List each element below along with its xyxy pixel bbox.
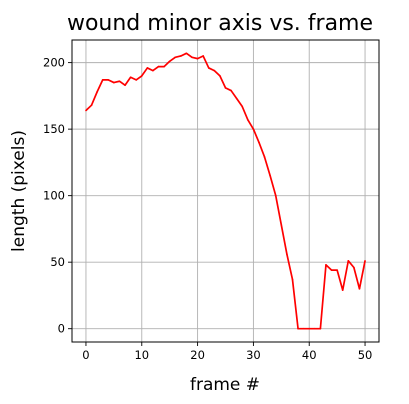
x-tick-label: 10 — [134, 348, 149, 362]
data-point — [96, 91, 98, 93]
data-point — [180, 55, 182, 57]
data-point — [124, 84, 126, 87]
data-point — [263, 156, 266, 158]
data-point — [163, 65, 165, 68]
data-point — [252, 128, 255, 130]
data-point — [319, 327, 322, 330]
data-point — [258, 141, 260, 144]
data-point — [207, 67, 210, 69]
data-point — [353, 266, 355, 269]
grid — [72, 40, 379, 342]
data-point — [341, 289, 344, 291]
y-tick-label: 200 — [43, 56, 65, 70]
chart-title: wound minor axis vs. frame — [67, 11, 373, 36]
data-point — [191, 56, 193, 59]
data-point — [336, 269, 338, 271]
data-point — [90, 104, 93, 106]
data-point — [174, 56, 177, 59]
x-tick-label: 40 — [302, 348, 317, 362]
data-point — [129, 76, 132, 79]
data-point — [213, 69, 216, 72]
y-tick-label: 0 — [58, 322, 65, 336]
data-point — [113, 81, 115, 84]
data-point — [85, 109, 87, 112]
data-point — [308, 327, 311, 330]
data-point — [302, 327, 305, 330]
data-point — [364, 260, 366, 262]
data-point — [314, 327, 316, 330]
x-axis-label: frame # — [190, 375, 260, 395]
data-point — [325, 264, 327, 266]
x-tick-label: 20 — [190, 348, 205, 362]
data-point — [274, 194, 277, 197]
data-point — [202, 55, 204, 57]
x-tick-label: 30 — [246, 348, 261, 362]
data-point — [146, 67, 149, 69]
data-point — [101, 79, 104, 81]
data-point — [297, 327, 299, 330]
data-point — [358, 287, 361, 290]
data-point — [196, 57, 199, 60]
data-point — [235, 97, 238, 100]
data-point — [269, 174, 271, 177]
data-point — [140, 75, 143, 77]
data-point — [241, 105, 244, 108]
data-point — [224, 87, 227, 89]
data-point — [168, 60, 171, 63]
data-point — [118, 80, 121, 83]
x-tick-label: 50 — [358, 348, 373, 362]
y-axis-label: length (pixels) — [9, 130, 29, 252]
data-point — [286, 253, 288, 255]
x-axis-ticks: 0 10 20 30 40 50 — [82, 342, 372, 362]
data-point — [185, 52, 188, 55]
data-point — [291, 278, 294, 281]
data-point — [347, 260, 350, 262]
y-tick-label: 150 — [43, 122, 65, 136]
series-line — [85, 52, 366, 330]
y-tick-label: 100 — [43, 189, 65, 203]
x-tick-label: 0 — [82, 348, 89, 362]
series-layer — [85, 52, 366, 330]
data-point — [230, 89, 232, 92]
data-point — [247, 119, 249, 121]
data-point — [152, 69, 154, 72]
data-point — [107, 79, 110, 81]
data-point — [280, 224, 283, 226]
y-tick-label: 50 — [50, 255, 65, 269]
y-axis-ticks: 0 50 100 150 200 — [43, 56, 72, 336]
data-point — [330, 269, 333, 271]
data-point — [157, 65, 160, 68]
data-point — [219, 75, 221, 77]
data-point — [135, 79, 137, 81]
plot-frame — [71, 39, 380, 343]
